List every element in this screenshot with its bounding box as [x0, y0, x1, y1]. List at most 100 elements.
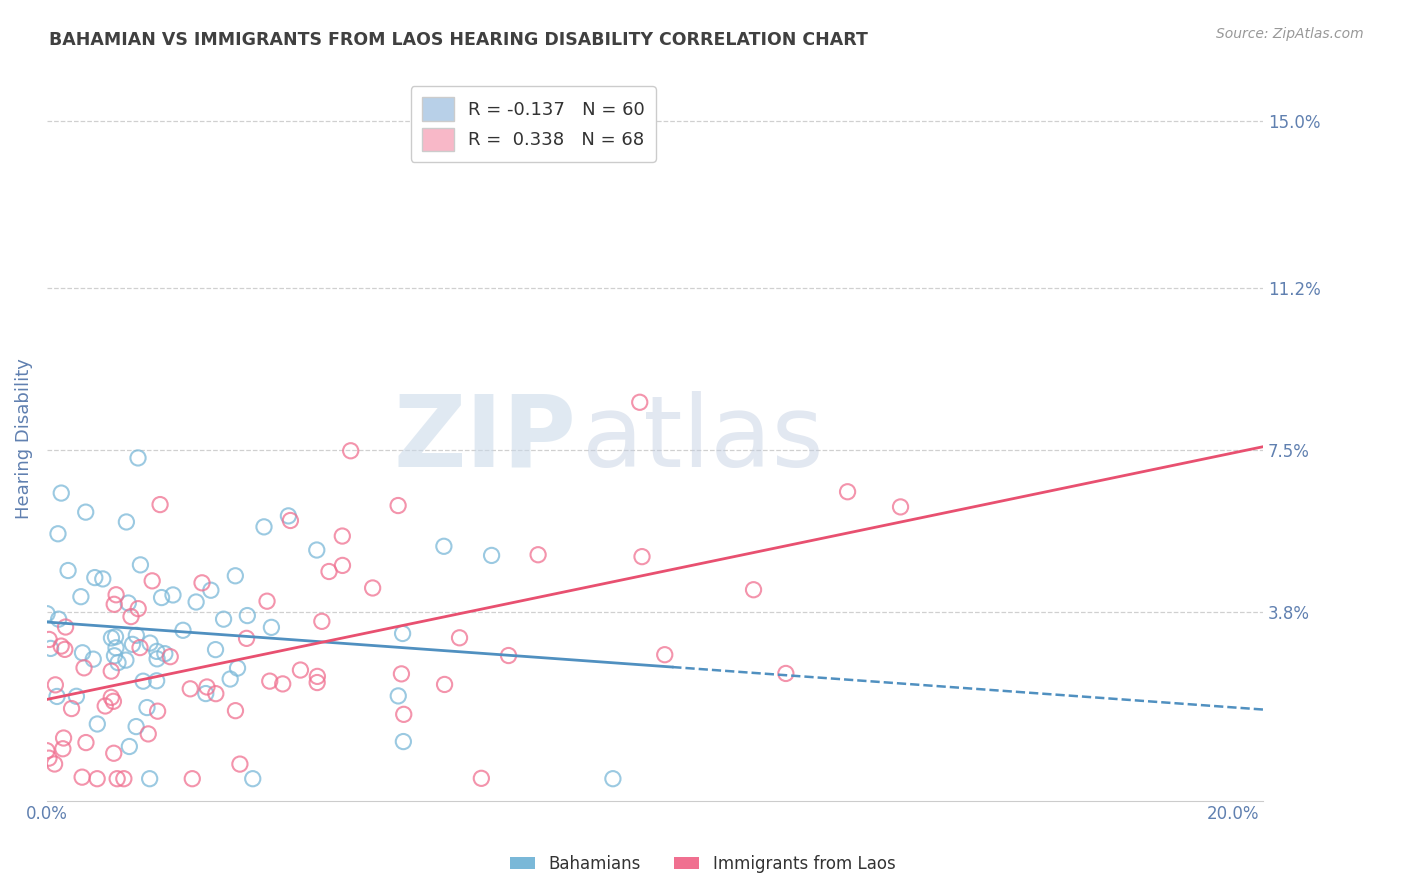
- Point: [100, 664, 122, 678]
- Point: [256, 594, 278, 608]
- Point: [204, 687, 226, 701]
- Point: [392, 734, 415, 748]
- Point: [159, 649, 181, 664]
- Point: [602, 772, 624, 786]
- Point: [56, 564, 79, 578]
- Point: [86, 772, 108, 786]
- Point: [146, 652, 169, 666]
- Point: [100, 631, 122, 645]
- Point: [60, 701, 83, 715]
- Point: [52, 741, 75, 756]
- Point: [100, 690, 122, 705]
- Point: [271, 677, 294, 691]
- Point: [38, 632, 60, 647]
- Point: [307, 669, 329, 683]
- Point: [236, 608, 259, 623]
- Point: [136, 700, 159, 714]
- Point: [103, 746, 125, 760]
- Y-axis label: Hearing Disability: Hearing Disability: [15, 359, 32, 519]
- Point: [449, 631, 471, 645]
- Point: [481, 549, 503, 563]
- Text: ZIP: ZIP: [394, 391, 576, 488]
- Point: [103, 694, 125, 708]
- Point: [235, 632, 257, 646]
- Point: [194, 687, 217, 701]
- Point: [260, 620, 283, 634]
- Point: [127, 601, 149, 615]
- Point: [387, 689, 409, 703]
- Point: [277, 508, 299, 523]
- Point: [138, 772, 160, 786]
- Point: [146, 704, 169, 718]
- Point: [129, 640, 152, 655]
- Point: [35, 607, 58, 621]
- Point: [224, 569, 246, 583]
- Point: [191, 575, 214, 590]
- Point: [72, 646, 94, 660]
- Point: [153, 647, 176, 661]
- Point: [139, 636, 162, 650]
- Point: [51, 486, 73, 500]
- Point: [204, 642, 226, 657]
- Point: [46, 526, 69, 541]
- Point: [146, 644, 169, 658]
- Point: [391, 626, 413, 640]
- Point: [104, 630, 127, 644]
- Point: [83, 571, 105, 585]
- Point: [259, 674, 281, 689]
- Point: [219, 672, 242, 686]
- Point: [103, 597, 125, 611]
- Point: [307, 675, 329, 690]
- Legend: Bahamians, Immigrants from Laos: Bahamians, Immigrants from Laos: [503, 848, 903, 880]
- Point: [339, 443, 361, 458]
- Point: [70, 590, 93, 604]
- Point: [112, 772, 135, 786]
- Point: [39, 641, 62, 656]
- Point: [172, 624, 194, 638]
- Point: [86, 717, 108, 731]
- Point: [775, 666, 797, 681]
- Point: [226, 661, 249, 675]
- Point: [387, 499, 409, 513]
- Point: [392, 707, 415, 722]
- Point: [330, 529, 353, 543]
- Point: [115, 515, 138, 529]
- Point: [654, 648, 676, 662]
- Point: [498, 648, 520, 663]
- Point: [253, 520, 276, 534]
- Point: [105, 772, 128, 786]
- Point: [120, 609, 142, 624]
- Point: [127, 450, 149, 465]
- Point: [38, 751, 60, 765]
- Point: [46, 690, 69, 704]
- Point: [145, 673, 167, 688]
- Legend: R = -0.137   N = 60, R =  0.338   N = 68: R = -0.137 N = 60, R = 0.338 N = 68: [411, 87, 657, 161]
- Point: [73, 661, 96, 675]
- Point: [132, 674, 155, 689]
- Point: [433, 677, 456, 691]
- Point: [224, 704, 246, 718]
- Point: [361, 581, 384, 595]
- Point: [136, 727, 159, 741]
- Point: [527, 548, 550, 562]
- Point: [470, 772, 492, 786]
- Point: [433, 539, 456, 553]
- Text: atlas: atlas: [582, 391, 824, 488]
- Point: [35, 744, 58, 758]
- Point: [44, 678, 66, 692]
- Point: [141, 574, 163, 588]
- Point: [75, 735, 97, 749]
- Point: [890, 500, 912, 514]
- Point: [318, 565, 340, 579]
- Point: [837, 484, 859, 499]
- Point: [149, 498, 172, 512]
- Point: [162, 588, 184, 602]
- Point: [181, 772, 204, 786]
- Point: [44, 757, 66, 772]
- Point: [195, 680, 218, 694]
- Point: [103, 648, 125, 663]
- Point: [91, 572, 114, 586]
- Point: [82, 652, 104, 666]
- Point: [115, 653, 138, 667]
- Point: [48, 612, 70, 626]
